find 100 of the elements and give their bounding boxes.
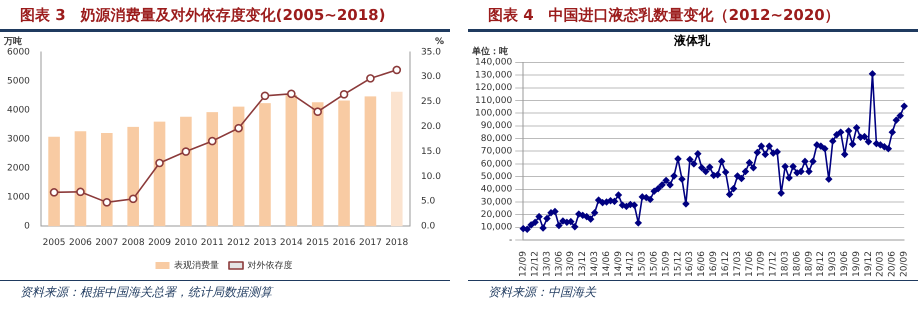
y-axis-title: 万吨: [3, 36, 22, 47]
x-tick-label: 15/03: [638, 251, 648, 277]
x-tick-label: 2014: [280, 238, 304, 248]
x-tick-label: 15/12: [673, 251, 684, 277]
chart-subtitle: 液体乳: [673, 33, 711, 48]
bar: [206, 112, 218, 226]
point: [155, 158, 164, 168]
x-tick-label: 17/03: [732, 251, 743, 277]
x-tick-label: 13/06: [554, 250, 564, 277]
bar: [364, 96, 376, 226]
bar: [390, 92, 403, 226]
x-tick-label: 17/12: [768, 251, 779, 277]
y-tick-label: 80,000: [480, 134, 512, 144]
bar: [74, 131, 86, 226]
point: [287, 90, 296, 98]
y-tick-label: 1000: [7, 192, 30, 203]
x-tick-label: 2015: [306, 238, 330, 248]
y-tick-label: 70,000: [480, 146, 512, 157]
y2-tick-label: 0.0: [420, 222, 436, 232]
x-tick-label: 2005: [42, 238, 66, 248]
y-tick-label: 40,000: [480, 184, 512, 195]
point: [50, 188, 58, 197]
y-axis-title: 单位：吨: [471, 46, 508, 58]
y2-tick-label: 5.0: [420, 196, 436, 207]
y-tick-label: 2000: [7, 163, 30, 174]
bar: [232, 106, 244, 226]
y2-tick-label: 25.0: [420, 97, 442, 108]
y-tick-label: 120,000: [475, 83, 512, 94]
text: 资料来源：中国海关: [468, 280, 918, 301]
x-tick-label: 16/06: [697, 250, 708, 277]
x-tick-label: 13/09: [566, 250, 576, 277]
y-tick-label: 10,000: [480, 222, 512, 233]
x-tick-label: 2017: [358, 238, 382, 248]
x-tick-label: 19/06: [840, 250, 850, 277]
x-tick-label: 2010: [174, 238, 198, 248]
y-tick-label: 0: [24, 222, 30, 232]
x-tick-label: 19/03: [828, 251, 838, 277]
x-tick-label: 14/03: [590, 251, 600, 277]
x-tick-label: 2013: [254, 238, 276, 248]
x-tick-label: 15/09: [661, 250, 672, 277]
y-tick-label: 6000: [7, 47, 30, 58]
x-tick-label: 2008: [122, 238, 145, 248]
y-tick-label: -: [508, 235, 512, 246]
x-tick-label: 2018: [385, 238, 409, 248]
x-tick-label: 2006: [68, 238, 92, 248]
x-tick-label: 18/09: [804, 250, 814, 277]
bar: [154, 122, 166, 226]
x-tick-label: 14/06: [602, 250, 612, 277]
bar: [127, 126, 139, 226]
point: [76, 188, 85, 196]
y2-tick-label: 30.0: [420, 72, 442, 82]
y-tick-label: 3000: [7, 134, 30, 144]
x-tick-label: 13/03: [542, 251, 552, 277]
point: [102, 198, 112, 207]
bar: [286, 94, 298, 226]
bar: [180, 116, 192, 226]
y2-tick-label: 10.0: [420, 172, 442, 182]
chart-title: 图表 4 中国进口液态乳数量变化（2012~2020）: [468, 0, 918, 32]
bar: [259, 103, 271, 226]
legend-label: 对外依存度: [248, 260, 292, 271]
x-tick-label: 17/09: [756, 250, 767, 277]
x-tick-label: 13/12: [578, 251, 588, 277]
point: [340, 90, 348, 99]
x-tick-label: 2007: [95, 238, 118, 248]
y-tick-label: 140,000: [475, 58, 512, 68]
y-tick-label: 4000: [7, 105, 30, 116]
x-tick-label: 18/12: [816, 251, 826, 277]
y2-tick-label: 20.0: [420, 122, 442, 132]
y2-axis-title: %: [434, 36, 444, 47]
x-tick-label: 12/09: [518, 250, 529, 277]
point: [208, 136, 217, 146]
point: [260, 92, 270, 100]
point: [234, 124, 243, 132]
y-tick-label: 110,000: [475, 96, 512, 106]
chart-title: 图表 3 奶源消费量及对外依存度变化(2005~2018): [0, 0, 450, 32]
x-tick-label: 2009: [148, 238, 172, 248]
x-tick-label: 2012: [227, 238, 250, 248]
point: [366, 74, 375, 83]
x-tick-label: 16/03: [685, 251, 696, 277]
x-tick-label: 18/06: [792, 250, 802, 277]
x-tick-label: 19/12: [864, 251, 874, 277]
bar: [101, 133, 113, 226]
x-tick-label: 12/12: [530, 251, 540, 277]
x-tick-label: 19/09: [852, 250, 862, 277]
y2-tick-label: 15.0: [420, 146, 442, 157]
y-tick-label: 5000: [7, 76, 30, 86]
y-tick-label: 30,000: [480, 197, 512, 208]
x-tick-label: 20/03: [876, 251, 886, 277]
legend-label: 表观消费量: [174, 260, 219, 271]
y2-tick-label: 35.0: [420, 47, 442, 58]
x-tick-label: 18/03: [780, 251, 790, 277]
y-tick-label: 20,000: [480, 210, 512, 220]
point: [182, 147, 190, 156]
point: [392, 66, 402, 74]
x-tick-label: 14/09: [614, 250, 624, 277]
x-tick-label: 2011: [200, 238, 224, 248]
bar: [338, 100, 350, 226]
x-tick-label: 14/12: [626, 251, 636, 277]
x-tick-label: 2016: [332, 238, 356, 248]
x-tick-label: 16/09: [709, 250, 720, 277]
